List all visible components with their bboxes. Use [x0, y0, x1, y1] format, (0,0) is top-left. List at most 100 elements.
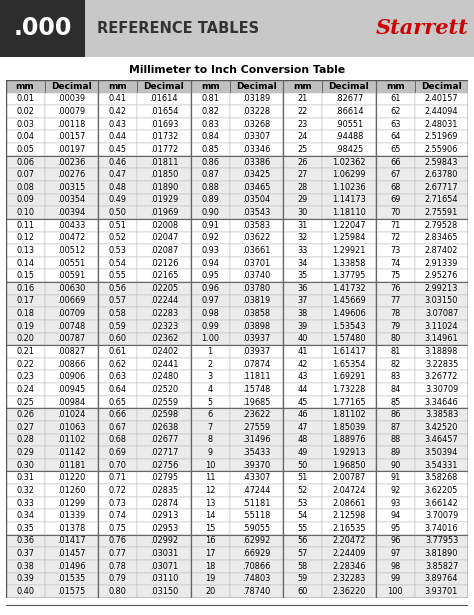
- Bar: [229, 522, 283, 534]
- Text: 0.25: 0.25: [16, 397, 34, 407]
- Bar: [322, 295, 376, 308]
- Text: 1.65354: 1.65354: [332, 360, 366, 368]
- Text: 0.85: 0.85: [201, 145, 219, 154]
- Text: .03937: .03937: [242, 335, 271, 343]
- Text: .02756: .02756: [150, 461, 178, 470]
- Text: 0.79: 0.79: [109, 574, 127, 584]
- Text: 2.28346: 2.28346: [332, 561, 366, 571]
- Text: Decimal: Decimal: [328, 82, 369, 91]
- Text: 12: 12: [205, 486, 215, 495]
- Bar: [191, 269, 229, 282]
- Bar: [283, 585, 322, 598]
- Bar: [137, 358, 191, 370]
- Bar: [191, 585, 229, 598]
- Text: .62992: .62992: [242, 536, 271, 546]
- Text: 3.34646: 3.34646: [425, 397, 458, 407]
- Text: 90: 90: [390, 461, 401, 470]
- Bar: [45, 80, 98, 93]
- Bar: [229, 345, 283, 358]
- Bar: [415, 231, 468, 244]
- Bar: [376, 509, 415, 522]
- Bar: [376, 244, 415, 257]
- Bar: [6, 459, 45, 472]
- Bar: [98, 547, 137, 560]
- Bar: [137, 105, 191, 118]
- Text: 1.06299: 1.06299: [332, 170, 366, 179]
- Text: 85: 85: [390, 397, 401, 407]
- Bar: [45, 231, 98, 244]
- Bar: [6, 269, 45, 282]
- Bar: [415, 484, 468, 497]
- Bar: [137, 194, 191, 206]
- Bar: [415, 105, 468, 118]
- Text: 10: 10: [205, 461, 215, 470]
- Text: .02559: .02559: [150, 397, 178, 407]
- Bar: [45, 408, 98, 421]
- Text: 3.54331: 3.54331: [425, 461, 458, 470]
- Bar: [191, 130, 229, 143]
- Bar: [322, 472, 376, 484]
- Text: 3.62205: 3.62205: [425, 486, 458, 495]
- Text: 89: 89: [390, 448, 401, 457]
- Bar: [322, 421, 376, 434]
- Bar: [6, 219, 45, 231]
- Text: .03583: .03583: [242, 221, 271, 229]
- Bar: [6, 434, 45, 446]
- Bar: [415, 320, 468, 333]
- Text: 2.12598: 2.12598: [332, 511, 365, 520]
- Bar: [322, 105, 376, 118]
- Bar: [322, 395, 376, 408]
- Bar: [376, 446, 415, 459]
- Bar: [191, 181, 229, 194]
- Text: .00039: .00039: [57, 94, 85, 103]
- Text: 59: 59: [298, 574, 308, 584]
- Bar: [283, 308, 322, 320]
- Text: 94: 94: [390, 511, 401, 520]
- Bar: [45, 370, 98, 383]
- Text: 3.18898: 3.18898: [425, 347, 458, 356]
- Bar: [229, 585, 283, 598]
- Text: .01654: .01654: [150, 107, 178, 116]
- Bar: [45, 497, 98, 509]
- Text: 2.44094: 2.44094: [425, 107, 458, 116]
- Bar: [415, 80, 468, 93]
- Text: .00591: .00591: [57, 271, 85, 280]
- Bar: [229, 257, 283, 269]
- Text: 2.20472: 2.20472: [332, 536, 365, 546]
- Bar: [6, 408, 45, 421]
- Bar: [229, 333, 283, 345]
- Text: 19: 19: [205, 574, 215, 584]
- Bar: [6, 156, 45, 169]
- Text: Decimal: Decimal: [144, 82, 184, 91]
- Bar: [6, 522, 45, 534]
- Text: .02717: .02717: [150, 448, 178, 457]
- Bar: [45, 522, 98, 534]
- Bar: [45, 143, 98, 156]
- Bar: [376, 395, 415, 408]
- Text: .02205: .02205: [150, 284, 178, 293]
- Bar: [376, 130, 415, 143]
- Bar: [415, 547, 468, 560]
- Text: .00433: .00433: [57, 221, 85, 229]
- Bar: [415, 333, 468, 345]
- Text: .00827: .00827: [57, 347, 85, 356]
- Text: .02244: .02244: [150, 296, 178, 306]
- Text: 34: 34: [298, 258, 308, 268]
- Bar: [191, 497, 229, 509]
- Text: mm: mm: [386, 82, 405, 91]
- Text: 28: 28: [298, 183, 308, 192]
- Text: 1.73228: 1.73228: [332, 385, 365, 394]
- Text: .02835: .02835: [150, 486, 178, 495]
- Bar: [98, 472, 137, 484]
- Text: 0.08: 0.08: [16, 183, 34, 192]
- Text: .00394: .00394: [57, 208, 85, 217]
- Bar: [415, 358, 468, 370]
- Text: 1.18110: 1.18110: [332, 208, 366, 217]
- Bar: [283, 320, 322, 333]
- Text: 49: 49: [298, 448, 308, 457]
- Bar: [137, 156, 191, 169]
- Text: .03465: .03465: [242, 183, 271, 192]
- Text: 25: 25: [298, 145, 308, 154]
- Text: Starrett: Starrett: [375, 18, 468, 38]
- Text: 70: 70: [390, 208, 401, 217]
